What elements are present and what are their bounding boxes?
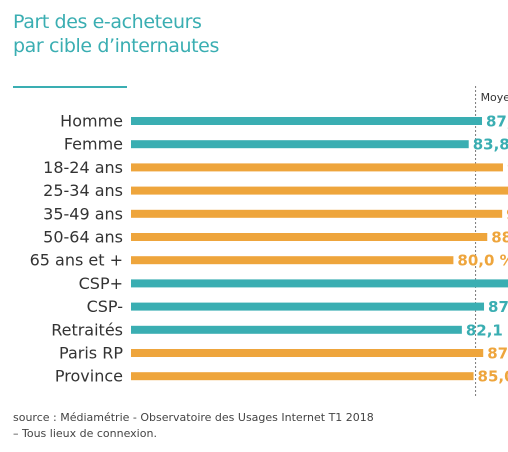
- value-label: 92,1 %: [506, 205, 508, 223]
- value-label: 85,0 %: [478, 368, 508, 386]
- category-label: Province: [55, 367, 123, 386]
- category-label: Homme: [60, 112, 123, 131]
- category-label: Femme: [64, 135, 123, 154]
- bar-chart: Moyenne 85,5 % Homme 87,1 % Femme 83,8 % 18-2…: [30, 86, 508, 396]
- bar: [131, 279, 508, 288]
- bar: [131, 163, 503, 172]
- source-line-2: – Tous lieux de connexion.: [13, 427, 157, 440]
- source-line-1: source : Médiamétrie - Observatoire des …: [13, 411, 374, 424]
- value-label: 92,3 %: [507, 159, 508, 177]
- bar: [131, 349, 484, 357]
- average-label-text: Moyenne: [481, 91, 508, 104]
- bar: [131, 302, 485, 311]
- source-note: source : Médiamétrie - Observatoire des …: [13, 410, 493, 442]
- value-label: 82,1 %: [466, 321, 508, 339]
- bar: [131, 186, 508, 195]
- category-label: 35-49 ans: [43, 204, 123, 223]
- category-label: CSP-: [87, 297, 123, 316]
- value-label: 80,0 %: [457, 252, 508, 270]
- category-label: Paris RP: [59, 344, 123, 363]
- bar: [131, 117, 483, 125]
- bar: [131, 372, 474, 381]
- category-label: 65 ans et +: [30, 251, 123, 270]
- category-label: 25-34 ans: [43, 181, 123, 200]
- category-label: 50-64 ans: [43, 228, 123, 247]
- value-label: 83,8 %: [473, 136, 508, 154]
- category-label: CSP+: [79, 274, 123, 293]
- bar: [131, 233, 488, 241]
- chart-title: Part des e-acheteurs par cible d’interna…: [13, 10, 343, 58]
- title-underline: [13, 86, 127, 88]
- value-label: 87,6 %: [488, 298, 508, 316]
- value-label: 87,1 %: [486, 113, 508, 131]
- bar: [131, 256, 454, 265]
- category-label: Retraités: [51, 320, 123, 339]
- value-label: 87,4 %: [487, 345, 508, 363]
- bar: [131, 325, 462, 334]
- chart-title-line-2: par cible d’internautes: [13, 35, 219, 57]
- chart-title-line-1: Part des e-acheteurs: [13, 11, 202, 33]
- value-label: 88,4 %: [491, 229, 508, 247]
- average-label: Moyenne 85,5 %: [481, 91, 508, 104]
- bar: [131, 140, 469, 149]
- bar: [131, 209, 503, 218]
- category-label: 18-24 ans: [43, 158, 123, 177]
